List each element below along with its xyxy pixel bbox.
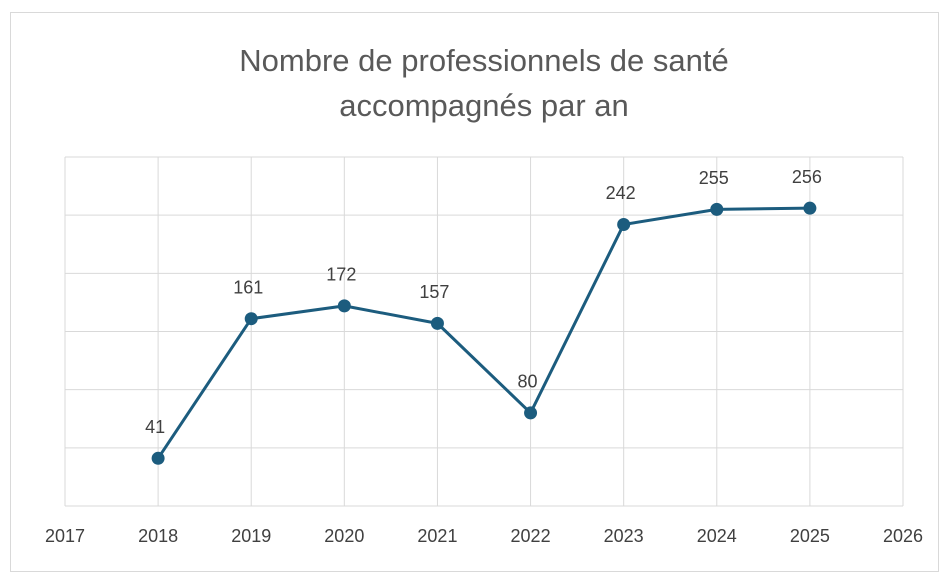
x-tick-label: 2020 bbox=[324, 526, 364, 546]
point bbox=[710, 202, 724, 216]
data-label: 255 bbox=[699, 168, 729, 188]
x-tick-label: 2017 bbox=[45, 526, 85, 546]
point bbox=[803, 201, 817, 215]
x-tick-label: 2019 bbox=[231, 526, 271, 546]
x-tick-label: 2023 bbox=[604, 526, 644, 546]
x-tick-label: 2018 bbox=[138, 526, 178, 546]
data-label: 80 bbox=[518, 372, 538, 392]
x-tick-label: 2026 bbox=[883, 526, 923, 546]
x-tick-label: 2025 bbox=[790, 526, 830, 546]
chart-title: Nombre de professionnels de santé accomp… bbox=[239, 43, 729, 123]
data-label: 256 bbox=[792, 167, 822, 187]
x-tick-label: 2021 bbox=[417, 526, 457, 546]
point bbox=[524, 406, 538, 420]
point bbox=[337, 299, 351, 313]
point bbox=[244, 312, 258, 326]
data-label: 41 bbox=[145, 417, 165, 437]
data-label: 172 bbox=[326, 265, 356, 285]
data-label: 157 bbox=[419, 282, 449, 302]
point bbox=[430, 316, 444, 330]
line bbox=[156, 206, 810, 460]
point bbox=[151, 451, 165, 465]
data-label: 161 bbox=[233, 277, 263, 297]
x-tick-label: 2024 bbox=[697, 526, 737, 546]
data-label: 242 bbox=[606, 183, 636, 203]
x-tick-label: 2022 bbox=[511, 526, 551, 546]
point bbox=[617, 217, 631, 231]
